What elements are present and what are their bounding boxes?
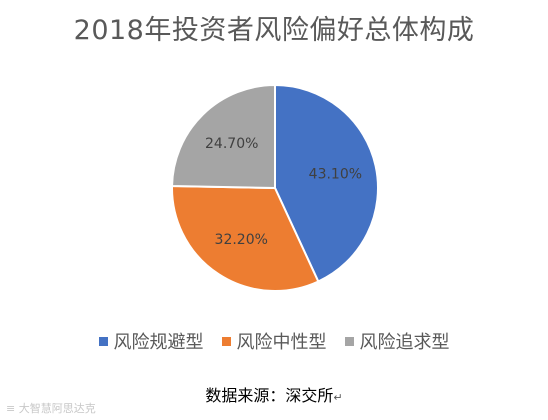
legend-label: 风险规避型 bbox=[113, 332, 204, 353]
pie-slice-2 bbox=[171, 185, 320, 292]
pie-slice-3 bbox=[170, 83, 276, 190]
legend-swatch bbox=[221, 336, 231, 346]
chart-area: 2018年投资者风险偏好总体构成 43.10% 32.20% 24.70% 风险规避… bbox=[0, 15, 548, 354]
pie-chart: 43.10% 32.20% 24.70% bbox=[170, 83, 379, 292]
legend-swatch bbox=[344, 336, 354, 346]
data-label-1: 43.10% bbox=[309, 167, 362, 183]
pie-data-labels: 43.10% 32.20% 24.70% bbox=[205, 136, 362, 248]
data-label-2: 32.20% bbox=[215, 232, 268, 248]
legend: 风险规避型 风险中性型 风险追求型 bbox=[0, 328, 548, 354]
legend-item-2: 风险中性型 bbox=[221, 328, 327, 354]
data-label-3: 24.70% bbox=[205, 136, 258, 152]
legend-label: 风险中性型 bbox=[236, 332, 327, 353]
chart-title: 2018年投资者风险偏好总体构成 bbox=[73, 15, 475, 46]
pie-slice-1 bbox=[274, 83, 379, 283]
legend-swatch bbox=[98, 336, 108, 346]
source-text: 数据来源：深交所 bbox=[205, 386, 334, 405]
watermark: ≡ 大智慧阿思达克 bbox=[6, 402, 96, 415]
paragraph-mark: ↵ bbox=[333, 391, 343, 404]
legend-item-3: 风险追求型 bbox=[344, 328, 450, 354]
pie-slices bbox=[170, 83, 379, 292]
legend-label: 风险追求型 bbox=[359, 332, 450, 353]
legend-item-1: 风险规避型 bbox=[98, 328, 204, 354]
data-source-note: 数据来源：深交所↵ bbox=[0, 382, 548, 406]
